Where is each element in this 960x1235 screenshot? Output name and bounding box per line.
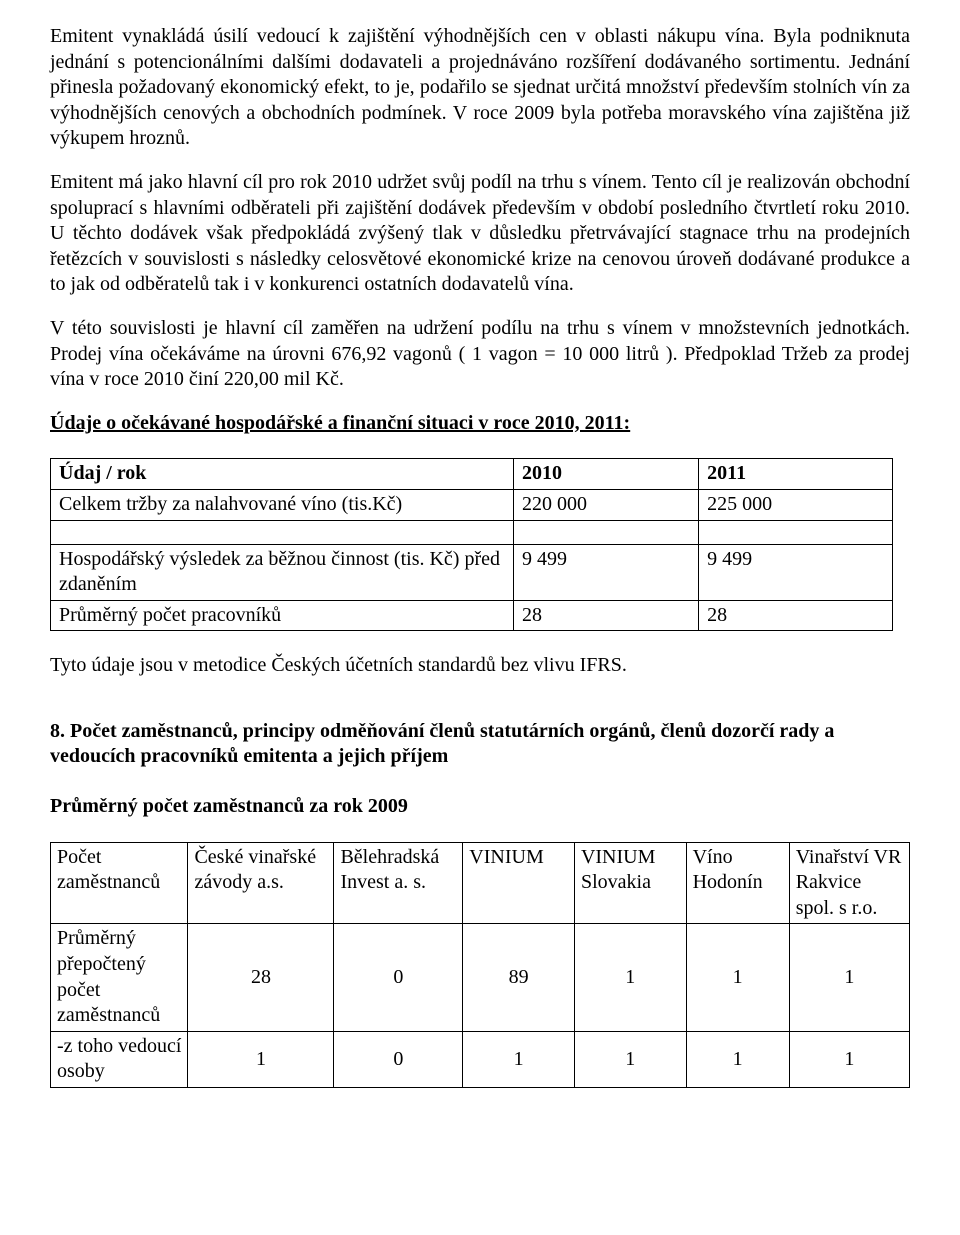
table-cell-value: 0 — [334, 924, 463, 1031]
paragraph-2: Emitent má jako hlavní cíl pro rok 2010 … — [50, 170, 910, 298]
table-cell-value: 1 — [686, 924, 789, 1031]
table-row: Celkem tržby za nalahvované víno (tis.Kč… — [51, 489, 893, 520]
table-header: Počet zaměstnanců — [51, 842, 188, 924]
table-header-row: Údaj / rok 2010 2011 — [51, 459, 893, 490]
table-cell-value: 1 — [789, 1031, 909, 1087]
table-cell-label: Celkem tržby za nalahvované víno (tis.Kč… — [51, 489, 514, 520]
table-row: -z toho vedoucí osoby 1 0 1 1 1 1 — [51, 1031, 910, 1087]
employees-table: Počet zaměstnanců České vinařské závody … — [50, 842, 910, 1088]
section-heading-financial: Údaje o očekávané hospodářské a finanční… — [50, 411, 910, 437]
table-header: VINIUM — [463, 842, 575, 924]
section-heading-avg-employees: Průměrný počet zaměstnanců za rok 2009 — [50, 794, 910, 820]
table-cell-empty — [513, 520, 698, 544]
table-row: Hospodářský výsledek za běžnou činnost (… — [51, 544, 893, 600]
table-cell-label: Průměrný počet pracovníků — [51, 600, 514, 631]
table-cell-value: 1 — [789, 924, 909, 1031]
table-row: Průměrný počet pracovníků 28 28 — [51, 600, 893, 631]
table-header: České vinařské závody a.s. — [188, 842, 334, 924]
table-cell-label: -z toho vedoucí osoby — [51, 1031, 188, 1087]
table-cell-value: 1 — [188, 1031, 334, 1087]
table-cell-label: Průměrný přepočtený počet zaměstnanců — [51, 924, 188, 1031]
table-cell-value: 0 — [334, 1031, 463, 1087]
table-cell-value: 28 — [699, 600, 893, 631]
table-cell-value: 28 — [513, 600, 698, 631]
paragraph-1: Emitent vynakládá úsilí vedoucí k zajišt… — [50, 24, 910, 152]
table-header: Údaj / rok — [51, 459, 514, 490]
table-header: 2010 — [513, 459, 698, 490]
table-cell-value: 1 — [574, 1031, 686, 1087]
table-cell-value: 1 — [686, 1031, 789, 1087]
section-heading-employees: 8. Počet zaměstnanců, principy odměňován… — [50, 719, 910, 770]
table-header: VINIUM Slovakia — [574, 842, 686, 924]
table-header-row: Počet zaměstnanců České vinařské závody … — [51, 842, 910, 924]
paragraph-3: V této souvislosti je hlavní cíl zaměřen… — [50, 316, 910, 393]
table-cell-value: 220 000 — [513, 489, 698, 520]
table-header: Vinařství VR Rakvice spol. s r.o. — [789, 842, 909, 924]
table-cell-empty — [699, 520, 893, 544]
table-cell-empty — [51, 520, 514, 544]
table-cell-value: 9 499 — [513, 544, 698, 600]
table-row: Průměrný přepočtený počet zaměstnanců 28… — [51, 924, 910, 1031]
ifrs-note: Tyto údaje jsou v metodice Českých účetn… — [50, 653, 910, 679]
table-empty-row — [51, 520, 893, 544]
table-cell-label: Hospodářský výsledek za běžnou činnost (… — [51, 544, 514, 600]
table-header: Bělehradská Invest a. s. — [334, 842, 463, 924]
table-header: Víno Hodonín — [686, 842, 789, 924]
table-cell-value: 89 — [463, 924, 575, 1031]
table-cell-value: 225 000 — [699, 489, 893, 520]
table-cell-value: 1 — [463, 1031, 575, 1087]
table-cell-value: 9 499 — [699, 544, 893, 600]
financial-forecast-table: Údaj / rok 2010 2011 Celkem tržby za nal… — [50, 458, 893, 631]
table-cell-value: 1 — [574, 924, 686, 1031]
table-cell-value: 28 — [188, 924, 334, 1031]
table-header: 2011 — [699, 459, 893, 490]
